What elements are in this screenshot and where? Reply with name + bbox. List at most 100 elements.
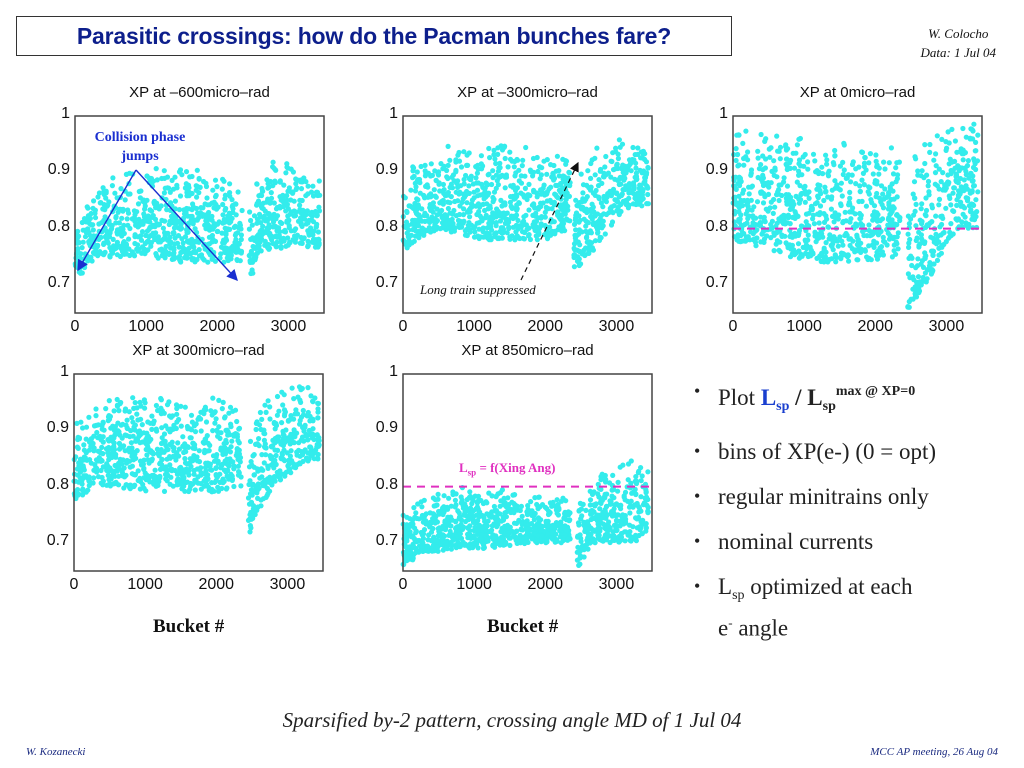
data-point — [763, 206, 769, 212]
data-point — [413, 510, 419, 516]
data-point — [486, 171, 492, 177]
data-point — [167, 207, 173, 213]
data-point — [893, 165, 899, 171]
data-point — [545, 224, 551, 231]
data-point — [159, 175, 165, 182]
data-point — [637, 167, 643, 173]
data-point — [535, 515, 542, 521]
data-point — [80, 486, 86, 492]
data-point — [763, 156, 769, 162]
data-point — [151, 481, 157, 487]
data-point — [821, 258, 827, 264]
data-point — [467, 489, 473, 495]
data-point — [576, 231, 582, 237]
data-point — [890, 171, 897, 177]
data-point — [862, 154, 868, 161]
data-point — [273, 244, 279, 250]
data-point — [313, 208, 319, 215]
data-point — [813, 239, 819, 245]
data-point — [515, 157, 521, 163]
data-point — [626, 183, 632, 189]
data-point — [272, 167, 278, 173]
data-point — [91, 475, 97, 481]
data-point — [118, 225, 124, 231]
data-point — [308, 225, 314, 231]
data-point — [783, 161, 789, 167]
data-point — [126, 236, 132, 242]
data-point — [934, 133, 940, 139]
data-point — [213, 454, 219, 460]
data-point — [264, 225, 270, 231]
data-point — [927, 149, 933, 155]
data-point — [853, 181, 859, 187]
data-point — [93, 406, 99, 412]
data-point — [251, 452, 257, 458]
data-point — [596, 223, 603, 230]
data-point — [967, 136, 973, 142]
data-point — [238, 474, 244, 480]
data-point — [878, 183, 885, 189]
data-point — [495, 182, 501, 188]
data-point — [137, 458, 144, 464]
data-point — [584, 209, 590, 216]
data-point — [831, 162, 837, 168]
data-point — [310, 418, 316, 424]
data-point — [297, 417, 303, 424]
data-point — [454, 179, 460, 185]
data-point — [495, 491, 501, 497]
data-point — [110, 175, 116, 181]
data-point — [507, 156, 514, 162]
data-point — [274, 412, 280, 418]
data-point — [185, 426, 191, 432]
x-tick-label: 0 — [728, 318, 738, 335]
data-point — [533, 218, 540, 224]
data-point — [910, 274, 916, 280]
data-point — [845, 252, 851, 258]
data-point — [251, 213, 258, 219]
data-point — [905, 231, 911, 237]
data-point — [940, 170, 946, 176]
data-point — [642, 151, 648, 157]
data-point — [972, 210, 978, 216]
data-point — [915, 172, 921, 178]
data-point — [267, 479, 273, 486]
data-point — [908, 296, 914, 302]
data-point — [954, 202, 960, 208]
data-point — [88, 443, 94, 450]
data-point — [476, 226, 482, 232]
data-point — [464, 162, 470, 168]
data-point — [194, 194, 200, 200]
data-point — [418, 217, 424, 223]
data-point — [909, 262, 915, 269]
data-point — [480, 225, 486, 231]
data-point — [950, 231, 956, 237]
data-point — [80, 465, 87, 471]
data-point — [85, 218, 92, 224]
data-point — [520, 157, 526, 163]
data-point — [419, 504, 425, 510]
data-point — [755, 155, 761, 161]
data-point — [99, 444, 105, 450]
data-point — [440, 201, 446, 207]
data-point — [166, 399, 172, 405]
data-point — [497, 218, 504, 224]
data-point — [440, 505, 446, 511]
data-point — [777, 144, 784, 150]
data-point — [519, 513, 525, 519]
data-point — [821, 197, 827, 204]
data-point — [178, 222, 184, 228]
data-point — [93, 413, 99, 419]
data-point — [267, 453, 273, 459]
data-point — [272, 478, 278, 484]
data-point — [480, 234, 487, 240]
data-point — [254, 466, 260, 472]
data-point — [253, 426, 259, 433]
data-point — [629, 156, 635, 163]
data-point — [915, 256, 921, 262]
data-point — [476, 497, 482, 503]
data-point — [910, 191, 916, 197]
data-point — [806, 223, 812, 229]
data-point — [545, 511, 552, 518]
data-point — [80, 475, 86, 481]
data-point — [165, 426, 171, 432]
